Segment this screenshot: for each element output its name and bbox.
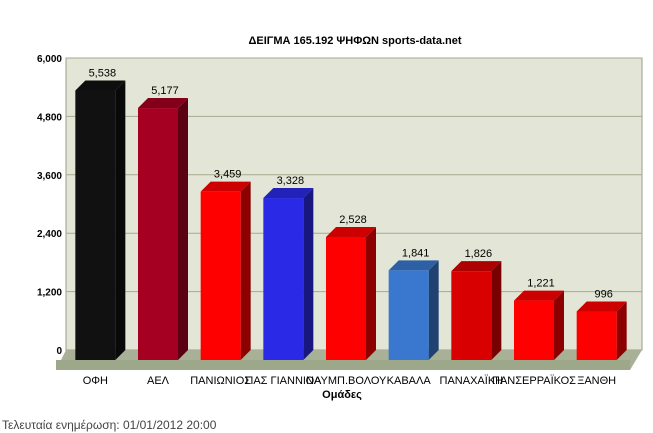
x-tick-label: ΟΦΗ: [83, 375, 108, 387]
x-tick-label: ΠΑΝΑΧΑΪΚΗ: [440, 375, 504, 387]
x-tick-label: ΠΑΝΙΩΝΙΟΣ: [190, 375, 251, 387]
bar-front: [138, 108, 178, 360]
bar-front: [514, 300, 554, 360]
data-label: 2,528: [339, 214, 367, 226]
bar-side: [491, 261, 502, 360]
x-tick-label: ΠΑΣ ΓΙΑΝΝΙΝΑ: [245, 375, 321, 387]
bar: [75, 80, 126, 360]
x-tick-label: ΟΛΥΜΠ.ΒΟΛΟΥ: [306, 375, 387, 387]
bar-side: [178, 98, 188, 360]
bar-top: [514, 290, 564, 301]
bar: [138, 98, 188, 360]
bar-top: [388, 260, 439, 271]
bar-front: [200, 191, 241, 360]
bar: [388, 260, 439, 360]
data-label: 5,177: [151, 85, 179, 97]
bar-front: [451, 271, 492, 360]
bar-side: [616, 301, 627, 360]
floor-front: [56, 360, 630, 370]
bar-front: [576, 311, 617, 360]
y-tick-label: 4,800: [37, 112, 62, 123]
bar-top: [200, 181, 251, 192]
bar-front: [75, 90, 116, 360]
data-label: 1,221: [527, 278, 555, 290]
bar-top: [576, 301, 627, 312]
bar-chart: 0 1,200 2,400 3,600 4,800 6,000 5,538 5,177 3,4…: [37, 35, 643, 401]
bar-side: [240, 181, 251, 360]
bar-top: [263, 188, 314, 199]
bar-front: [263, 198, 304, 360]
bar-side: [428, 260, 439, 360]
bar-front: [326, 236, 366, 360]
bar-top: [451, 261, 502, 272]
x-tick-label: ΠΑΝΣΕΡΡΑΪΚΟΣ: [492, 375, 576, 387]
bar-top: [138, 98, 188, 109]
data-label: 3,328: [277, 175, 305, 187]
bar-front: [388, 270, 429, 360]
data-label: 996: [594, 289, 612, 301]
data-label: 3,459: [214, 169, 242, 181]
y-tick-label: 1,200: [37, 288, 62, 299]
bar: [200, 181, 251, 360]
bar: [576, 301, 627, 360]
x-tick-label: ΞΑΝΘΗ: [577, 375, 616, 387]
data-label: 5,538: [89, 67, 117, 79]
bar: [326, 226, 376, 360]
bar-side: [366, 226, 376, 360]
y-tick-label: 0: [56, 346, 62, 357]
x-tick-label: ΑΕΛ: [147, 375, 170, 387]
bar-side: [115, 80, 126, 360]
bar-top: [326, 226, 376, 237]
bar: [263, 188, 314, 360]
data-label: 1,826: [465, 248, 493, 260]
data-label: 1,841: [402, 247, 430, 259]
bar-side: [303, 188, 314, 360]
y-tick-label: 6,000: [37, 54, 62, 65]
chart-title: ΔΕΙΓΜΑ 165.192 ΨΗΦΩΝ sports-data.net: [248, 35, 461, 47]
y-tick-label: 2,400: [37, 229, 62, 240]
bar-side: [554, 290, 564, 360]
bar: [514, 290, 564, 360]
x-tick-label: ΚΑΒΑΛΑ: [387, 375, 432, 387]
y-tick-label: 3,600: [37, 171, 62, 182]
x-axis-label: Ομάδες: [322, 389, 362, 401]
last-update-text: Τελευταία ενημέρωση: 01/01/2012 20:00: [2, 418, 217, 432]
bar: [451, 261, 502, 360]
bar-top: [75, 80, 126, 91]
